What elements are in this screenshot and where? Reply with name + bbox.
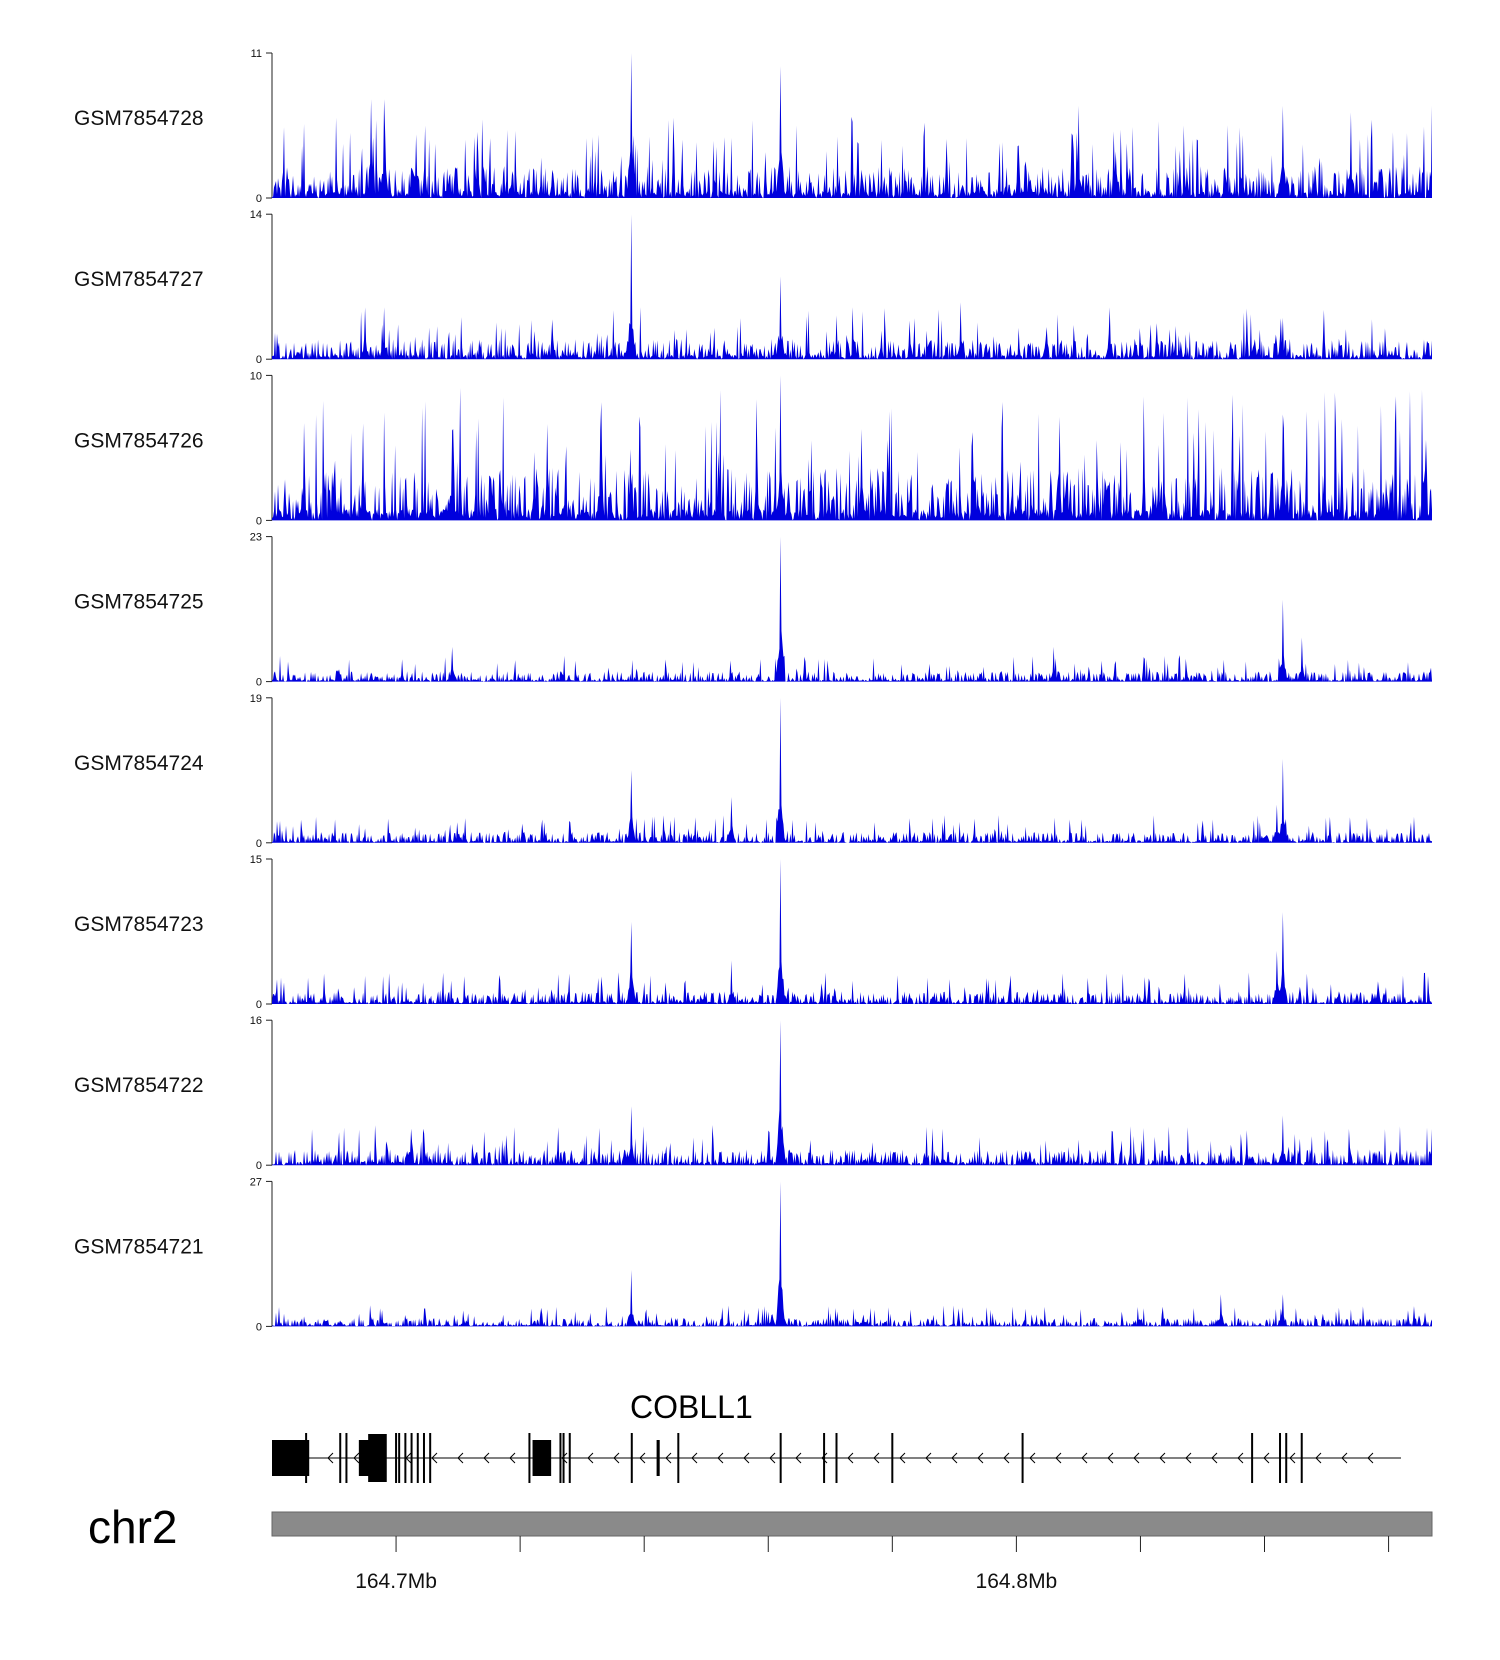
y-axis-max-label: 19: [250, 693, 262, 705]
x-axis-tick-label: 164.8Mb: [976, 1570, 1058, 1593]
strand-chevron: [483, 1452, 490, 1464]
strand-chevron: [587, 1452, 594, 1464]
strand-chevron: [561, 1452, 568, 1464]
signal-area: [272, 697, 1432, 843]
strand-chevron: [1341, 1452, 1348, 1464]
strand-chevron: [821, 1452, 828, 1464]
strand-chevron: [639, 1452, 646, 1464]
strand-chevron: [1107, 1452, 1114, 1464]
exon-block: [532, 1440, 552, 1476]
signal-area: [272, 859, 1432, 1004]
strand-chevron: [691, 1452, 698, 1464]
track-label: GSM7854722: [74, 1074, 204, 1097]
strand-chevron: [795, 1452, 802, 1464]
strand-chevron: [977, 1452, 984, 1464]
signal-area: [272, 1181, 1432, 1327]
track-GSM7854726: GSM7854726 10 0: [74, 370, 1432, 527]
signal-area: [272, 214, 1432, 360]
track-label: GSM7854721: [74, 1235, 204, 1258]
y-axis-max-label: 27: [250, 1176, 262, 1188]
track-GSM7854728: GSM7854728 11 0: [74, 48, 1432, 205]
exon-block: [368, 1434, 387, 1482]
signal-tracks: GSM7854728110GSM7854727140GSM7854726100G…: [74, 48, 1432, 1333]
y-axis-min-label: 0: [256, 354, 262, 366]
strand-chevron: [665, 1452, 672, 1464]
strand-chevron: [431, 1452, 438, 1464]
strand-chevron: [951, 1452, 958, 1464]
strand-chevron: [1185, 1452, 1192, 1464]
y-axis-max-label: 14: [250, 209, 262, 221]
track-label: GSM7854725: [74, 591, 204, 614]
track-GSM7854721: GSM7854721 27 0: [74, 1176, 1432, 1333]
strand-chevron: [873, 1452, 880, 1464]
track-label: GSM7854723: [74, 913, 204, 936]
strand-chevron: [1289, 1452, 1296, 1464]
y-axis-max-label: 16: [250, 1015, 262, 1027]
signal-area: [272, 1020, 1432, 1166]
y-axis-min-label: 0: [256, 838, 262, 850]
strand-chevron: [1159, 1452, 1166, 1464]
y-axis-min-label: 0: [256, 193, 262, 205]
strand-chevron: [1081, 1452, 1088, 1464]
x-axis-tick-label: 164.7Mb: [355, 1570, 437, 1593]
chromosome-bar: [271, 1511, 1433, 1537]
strand-chevron: [899, 1452, 906, 1464]
strand-chevron: [1237, 1452, 1244, 1464]
y-axis-max-label: 10: [250, 370, 262, 382]
y-axis-max-label: 23: [250, 532, 262, 544]
signal-area: [272, 375, 1432, 521]
track-GSM7854722: GSM7854722 16 0: [74, 1015, 1432, 1172]
strand-chevron: [1211, 1452, 1218, 1464]
strand-chevron: [717, 1452, 724, 1464]
strand-chevron: [1055, 1452, 1062, 1464]
strand-chevron: [769, 1452, 776, 1464]
signal-area: [272, 536, 1432, 682]
strand-chevron: [509, 1452, 516, 1464]
strand-chevron: [847, 1452, 854, 1464]
track-GSM7854724: GSM7854724 19 0: [74, 693, 1432, 850]
track-label: GSM7854727: [74, 268, 204, 291]
strand-chevron: [353, 1452, 360, 1464]
y-axis-max-label: 11: [251, 48, 262, 60]
strand-chevron: [613, 1452, 620, 1464]
y-axis-min-label: 0: [256, 999, 262, 1011]
exon-block: [272, 1440, 310, 1476]
y-axis-min-label: 0: [256, 515, 262, 527]
signal-area: [272, 53, 1432, 198]
track-GSM7854727: GSM7854727 14 0: [74, 209, 1432, 366]
strand-chevron: [1315, 1452, 1322, 1464]
strand-chevron: [1029, 1452, 1036, 1464]
track-label: GSM7854726: [74, 429, 204, 452]
strand-chevron: [743, 1452, 750, 1464]
strand-chevron: [1367, 1452, 1374, 1464]
strand-chevron: [457, 1452, 464, 1464]
y-axis-min-label: 0: [256, 1160, 262, 1172]
track-label: GSM7854728: [74, 107, 204, 130]
chromosome-ideogram: chr2 164.7Mb 164.8Mb: [88, 1501, 1433, 1593]
chromosome-label: chr2: [88, 1501, 177, 1553]
gene-track: COBLL1: [272, 1389, 1401, 1483]
exon-block: [656, 1440, 660, 1476]
y-axis-min-label: 0: [256, 1321, 262, 1333]
y-axis-max-label: 15: [250, 854, 262, 866]
track-GSM7854723: GSM7854723 15 0: [74, 854, 1432, 1011]
strand-chevron: [1133, 1452, 1140, 1464]
strand-chevron: [925, 1452, 932, 1464]
gene-name-label: COBLL1: [630, 1389, 753, 1425]
track-label: GSM7854724: [74, 752, 204, 775]
strand-chevron: [327, 1452, 334, 1464]
y-axis-min-label: 0: [256, 677, 262, 689]
track-GSM7854725: GSM7854725 23 0: [74, 532, 1432, 689]
strand-chevron: [1003, 1452, 1010, 1464]
strand-chevron: [1263, 1452, 1270, 1464]
